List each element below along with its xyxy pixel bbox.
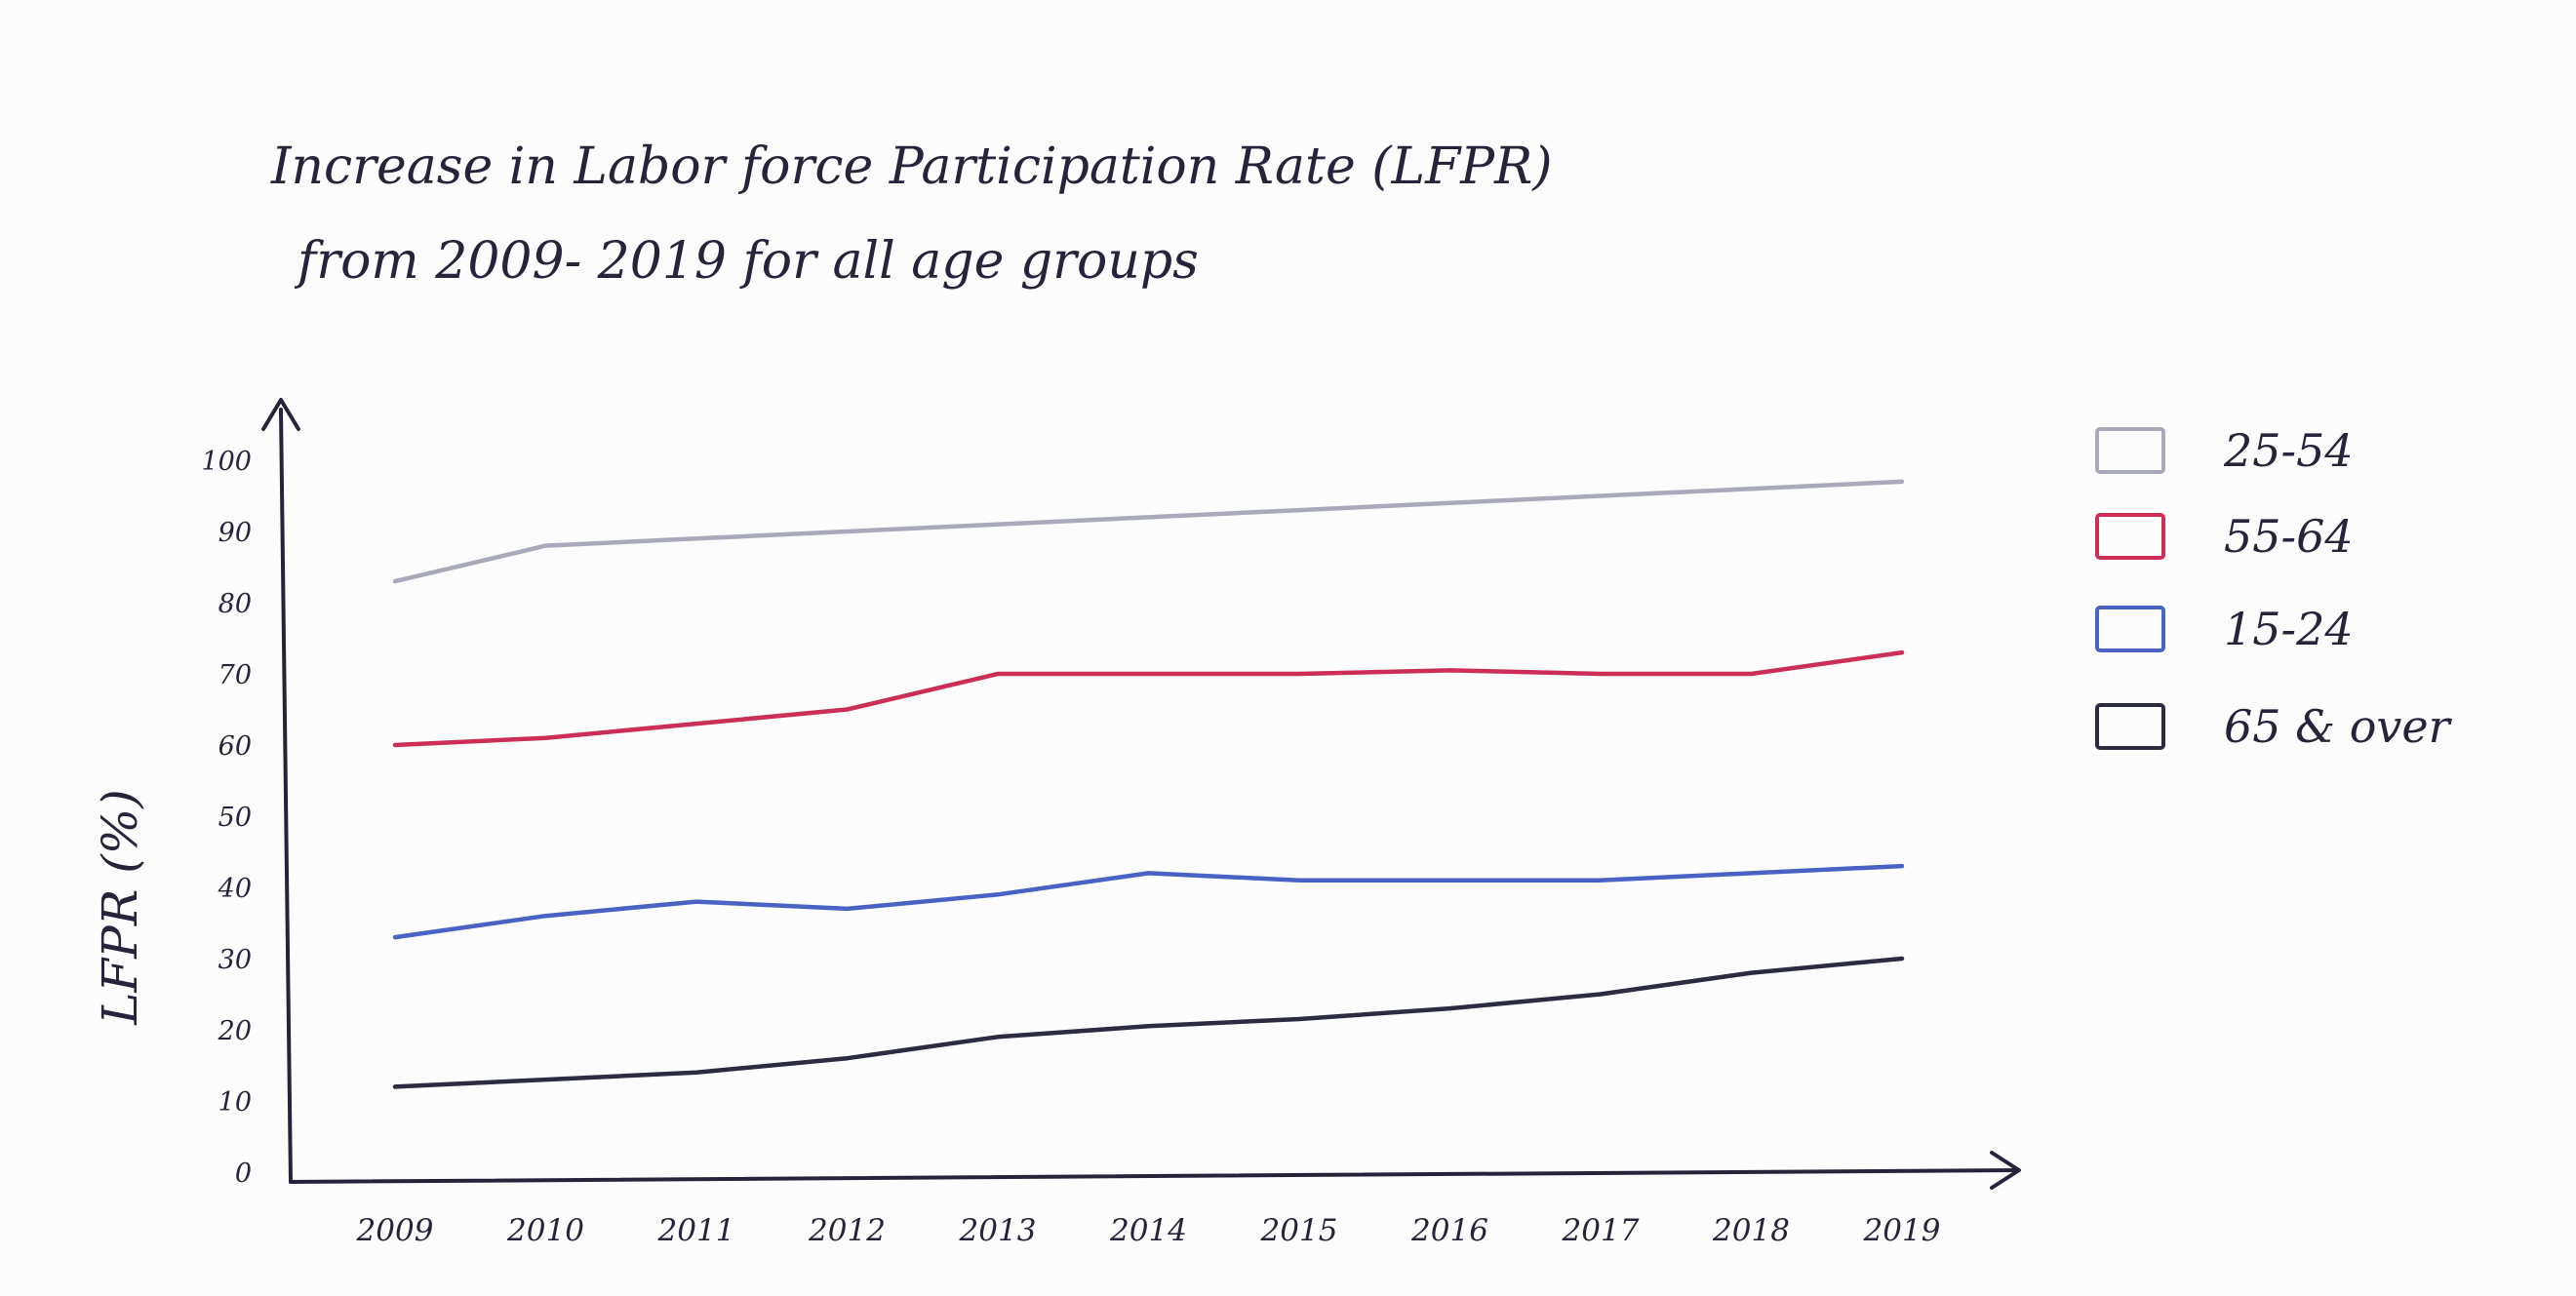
x-tick-label: 2010	[506, 1213, 584, 1248]
axes	[261, 398, 2021, 1190]
y-axis-line	[279, 408, 293, 1184]
legend-item: 65 & over	[2095, 700, 2453, 753]
y-axis-arrow	[261, 398, 300, 431]
x-tick-label: 2012	[808, 1213, 886, 1248]
x-tick-label: 2018	[1712, 1213, 1790, 1248]
x-tick-label: 2019	[1863, 1213, 1941, 1248]
y-tick-label: 60	[218, 731, 252, 762]
y-tick-label: 100	[201, 447, 252, 477]
y-tick-label: 90	[218, 518, 252, 548]
series-line-1	[392, 649, 1905, 748]
series-line-2	[392, 863, 1905, 940]
legend-label: 55-64	[2224, 510, 2354, 563]
x-tick-label: 2015	[1260, 1213, 1338, 1248]
x-tick-label: 2013	[959, 1213, 1037, 1248]
legend-label: 65 & over	[2224, 700, 2453, 753]
legend-label: 15-24	[2224, 603, 2354, 655]
chart-title-line-2: from 2009- 2019 for all age groups	[294, 232, 1199, 291]
x-tick-label: 2009	[356, 1213, 434, 1248]
legend-item: 15-24	[2095, 603, 2354, 655]
y-tick-labels: 0 10 20 30 40 50 60 70 80 90 100	[201, 447, 252, 1189]
y-tick-label: 40	[218, 874, 252, 904]
legend-swatch	[2095, 606, 2165, 652]
y-tick-label: 70	[218, 660, 252, 690]
x-tick-label: 2016	[1410, 1213, 1488, 1248]
y-tick-label: 0	[235, 1159, 252, 1189]
series-line-3	[392, 956, 1905, 1089]
legend: 25-54 55-64 15-24 65 & over	[2095, 424, 2453, 753]
x-axis-line	[289, 1168, 2019, 1184]
legend-item: 55-64	[2095, 510, 2354, 563]
x-tick-label: 2011	[657, 1213, 735, 1248]
legend-label: 25-54	[2223, 424, 2354, 477]
x-tick-labels: 2009 2010 2011 2012 2013 2014 2015 2016 2017 2018…	[356, 1213, 1941, 1248]
chart-title-line-1: Increase in Labor force Participation Ra…	[270, 137, 1553, 196]
series-lines	[392, 479, 1905, 1089]
y-tick-label: 30	[218, 945, 252, 975]
x-tick-label: 2017	[1562, 1213, 1640, 1248]
legend-swatch	[2095, 513, 2165, 560]
y-tick-label: 80	[218, 589, 252, 619]
legend-swatch	[2095, 703, 2165, 750]
y-tick-label: 50	[218, 803, 252, 833]
x-tick-label: 2014	[1109, 1213, 1187, 1248]
y-axis-label: LFPR (%)	[92, 789, 148, 1026]
y-tick-label: 10	[218, 1087, 252, 1118]
x-axis-arrow	[1990, 1151, 2021, 1190]
series-line-0	[392, 479, 1905, 584]
legend-item: 25-54	[2095, 424, 2354, 477]
y-tick-label: 20	[218, 1016, 252, 1046]
legend-swatch	[2095, 427, 2165, 474]
